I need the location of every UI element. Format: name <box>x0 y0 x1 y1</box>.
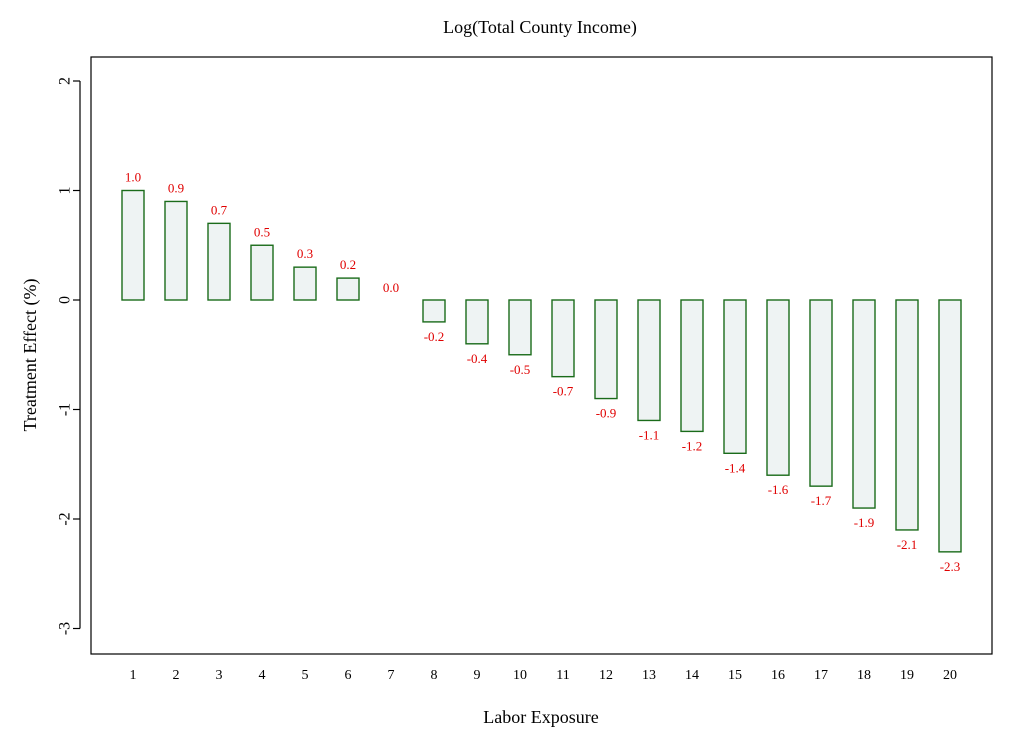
x-tick-label: 12 <box>599 668 613 683</box>
bar <box>207 222 231 301</box>
x-tick-label: 1 <box>130 668 137 683</box>
bar-value-label: -1.7 <box>811 493 832 508</box>
bar-value-label: -2.3 <box>940 559 961 574</box>
bar-value-label: -0.5 <box>510 362 531 377</box>
bar-value-label: 0.9 <box>168 180 184 195</box>
x-tick-label: 19 <box>900 668 914 683</box>
bar-value-label: -1.6 <box>768 482 789 497</box>
bar <box>551 299 575 378</box>
x-tick-label: 15 <box>728 668 742 683</box>
bar-value-label: 0.5 <box>254 224 270 239</box>
bar <box>723 299 747 455</box>
y-axis-label: Treatment Effect (%) <box>20 279 41 432</box>
x-tick-label: 5 <box>302 668 309 683</box>
x-tick-label: 6 <box>345 668 352 683</box>
bar-value-label: -0.2 <box>424 329 445 344</box>
bar-value-label: -1.2 <box>682 438 703 453</box>
y-axis: -3 -2 -1 0 1 2 <box>57 77 81 635</box>
bar <box>809 299 833 487</box>
x-tick-label: 14 <box>685 668 699 683</box>
bar <box>938 299 962 553</box>
bar <box>895 299 919 531</box>
bar-value-label: 0.0 <box>383 280 399 295</box>
bar-value-label: 1.0 <box>125 170 141 185</box>
x-tick-label: 2 <box>173 668 180 683</box>
x-tick-label: 10 <box>513 668 527 683</box>
x-tick-label: 17 <box>814 668 828 683</box>
bar-value-label: -1.1 <box>639 427 660 442</box>
plot-frame <box>90 56 993 655</box>
bar-value-label: -0.4 <box>467 351 488 366</box>
x-tick-label: 20 <box>943 668 957 683</box>
bar <box>852 299 876 509</box>
bar-value-label: 0.2 <box>340 257 356 272</box>
bar <box>250 244 274 301</box>
bar <box>336 277 360 301</box>
bar <box>508 299 532 356</box>
y-tick-label: 1 <box>57 187 74 195</box>
bar <box>422 299 446 323</box>
bar-value-label: -0.9 <box>596 406 617 421</box>
bar-value-label: 0.3 <box>297 246 313 261</box>
bar <box>594 299 618 400</box>
y-tick-label: -3 <box>57 622 74 635</box>
y-tick-label: -2 <box>57 512 74 525</box>
y-tick-label: 0 <box>57 296 74 304</box>
bar <box>121 189 145 301</box>
x-tick-label: 3 <box>216 668 223 683</box>
value-labels: 1.0 0.9 0.7 0.5 0.3 0.2 0.0 -0.2 -0.4 -0.5 -0.7 -0.… <box>125 170 960 574</box>
x-tick-label: 11 <box>556 668 569 683</box>
bar <box>465 299 489 345</box>
x-tick-label: 7 <box>388 668 395 683</box>
x-tick-label: 9 <box>474 668 481 683</box>
x-tick-label: 16 <box>771 668 785 683</box>
bar-value-label: -1.4 <box>725 460 746 475</box>
bar-value-label: -0.7 <box>553 384 574 399</box>
bar <box>637 299 661 422</box>
x-tick-label: 8 <box>431 668 438 683</box>
x-axis-label: Labor Exposure <box>483 707 598 727</box>
bars <box>121 189 962 553</box>
x-tick-label: 18 <box>857 668 871 683</box>
x-tick-label: 13 <box>642 668 656 683</box>
bar-value-label: 0.7 <box>211 202 228 217</box>
bar <box>680 299 704 433</box>
y-tick-label: -1 <box>57 403 74 416</box>
bar-value-label: -1.9 <box>854 515 875 530</box>
bar <box>293 266 317 301</box>
chart-title: Log(Total County Income) <box>443 17 637 38</box>
bar <box>164 200 188 301</box>
x-tick-label: 4 <box>259 668 266 683</box>
x-axis-ticks: 1 2 3 4 5 6 7 8 9 10 11 12 13 14 15 16 17 18 19 20 <box>130 668 958 683</box>
bar <box>766 299 790 476</box>
y-tick-label: 2 <box>57 77 74 85</box>
bar-value-label: -2.1 <box>897 537 918 552</box>
